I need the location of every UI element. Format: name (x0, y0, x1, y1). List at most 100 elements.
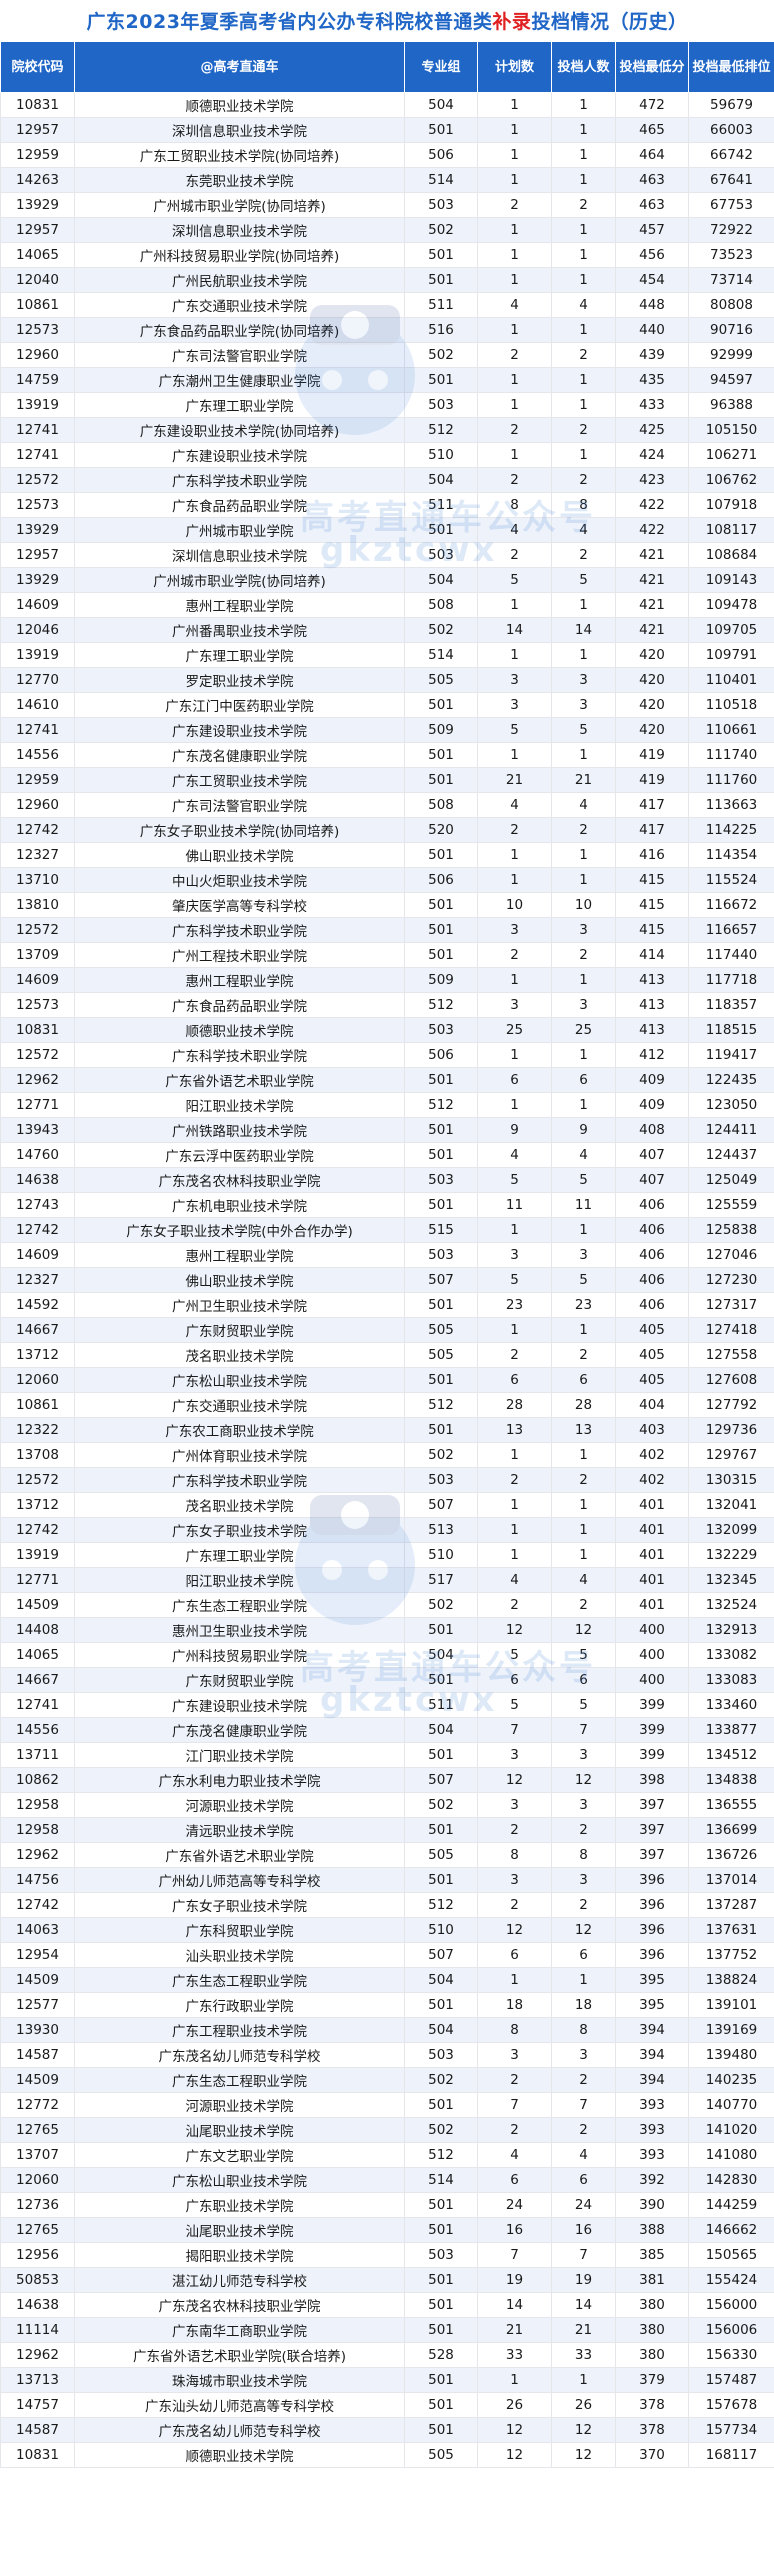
cell-name: 广东茂名健康职业学院 (74, 1717, 405, 1743)
cell-name: 广州工程技术职业学院 (74, 942, 405, 968)
cell-min-rank: 127317 (688, 1292, 774, 1318)
cell-plan: 1 (477, 967, 552, 993)
cell-group: 501 (404, 367, 478, 393)
cell-min-score: 408 (615, 1117, 689, 1143)
cell-min-score: 407 (615, 1167, 689, 1193)
cell-name: 广东水利电力职业技术学院 (74, 1767, 405, 1793)
cell-min-score: 379 (615, 2367, 689, 2393)
cell-code: 12765 (0, 2217, 75, 2243)
cell-min-score: 439 (615, 342, 689, 368)
cell-plan: 1 (477, 2367, 552, 2393)
cell-code: 12958 (0, 1817, 75, 1843)
cell-group: 502 (404, 217, 478, 243)
cell-code: 14667 (0, 1667, 75, 1693)
cell-group: 501 (404, 942, 478, 968)
cell-min-rank: 146662 (688, 2217, 774, 2243)
cell-name: 广州科技贸易职业学院(协同培养) (74, 242, 405, 268)
cell-group: 510 (404, 1542, 478, 1568)
cell-code: 12954 (0, 1942, 75, 1968)
cell-name: 顺德职业技术学院 (74, 92, 405, 118)
cell-min-rank: 117440 (688, 942, 774, 968)
header-code: 院校代码 (0, 41, 75, 93)
cell-code: 13713 (0, 2367, 75, 2393)
cell-group: 512 (404, 1092, 478, 1118)
cell-group: 502 (404, 1592, 478, 1618)
cell-admit: 5 (551, 567, 616, 593)
cell-plan: 1 (477, 392, 552, 418)
cell-name: 广东云浮中医药职业学院 (74, 1142, 405, 1168)
cell-group: 514 (404, 642, 478, 668)
cell-code: 14556 (0, 742, 75, 768)
cell-plan: 1 (477, 317, 552, 343)
cell-plan: 5 (477, 717, 552, 743)
cell-min-score: 421 (615, 567, 689, 593)
cell-min-rank: 156000 (688, 2292, 774, 2318)
table-row: 11114 广东南华工商职业学院 501 21 21 380 156006 (0, 2317, 774, 2343)
cell-name: 广东工贸职业技术学院(协同培养) (74, 142, 405, 168)
table-row: 12327 佛山职业技术学院 507 5 5 406 127230 (0, 1267, 774, 1293)
cell-min-rank: 110518 (688, 692, 774, 718)
cell-code: 14509 (0, 1592, 75, 1618)
cell-group: 505 (404, 1342, 478, 1368)
cell-code: 14587 (0, 2042, 75, 2068)
cell-name: 深圳信息职业技术学院 (74, 542, 405, 568)
cell-group: 517 (404, 1567, 478, 1593)
cell-code: 12742 (0, 1517, 75, 1543)
table-row: 12960 广东司法警官职业学院 508 4 4 417 113663 (0, 792, 774, 818)
cell-min-rank: 140235 (688, 2067, 774, 2093)
cell-code: 12572 (0, 467, 75, 493)
cell-admit: 1 (551, 1542, 616, 1568)
table-row: 12742 广东女子职业技术学院 513 1 1 401 132099 (0, 1517, 774, 1543)
cell-min-score: 400 (615, 1642, 689, 1668)
cell-admit: 8 (551, 492, 616, 518)
cell-min-score: 396 (615, 1892, 689, 1918)
cell-code: 12770 (0, 667, 75, 693)
cell-code: 13711 (0, 1742, 75, 1768)
cell-name: 河源职业技术学院 (74, 2092, 405, 2118)
table-row: 13712 茂名职业技术学院 507 1 1 401 132041 (0, 1492, 774, 1518)
cell-plan: 1 (477, 442, 552, 468)
cell-min-rank: 119417 (688, 1042, 774, 1068)
cell-min-rank: 133877 (688, 1717, 774, 1743)
table-row: 14638 广东茂名农林科技职业学院 501 14 14 380 156000 (0, 2292, 774, 2318)
cell-code: 14065 (0, 242, 75, 268)
cell-min-rank: 136699 (688, 1817, 774, 1843)
cell-plan: 5 (477, 567, 552, 593)
table-row: 12327 佛山职业技术学院 501 1 1 416 114354 (0, 842, 774, 868)
cell-min-score: 405 (615, 1342, 689, 1368)
cell-name: 广东茂名农林科技职业学院 (74, 1167, 405, 1193)
cell-name: 广东茂名健康职业学院 (74, 742, 405, 768)
cell-group: 505 (404, 667, 478, 693)
cell-admit: 1 (551, 642, 616, 668)
table-row: 12959 广东工贸职业技术学院(协同培养) 506 1 1 464 66742 (0, 142, 774, 168)
table-row: 14408 惠州卫生职业技术学院 501 12 12 400 132913 (0, 1617, 774, 1643)
cell-group: 502 (404, 342, 478, 368)
title-highlight: 补录 (492, 11, 532, 33)
cell-min-rank: 94597 (688, 367, 774, 393)
table-row: 13709 广州工程技术职业学院 501 2 2 414 117440 (0, 942, 774, 968)
cell-min-rank: 132099 (688, 1517, 774, 1543)
cell-plan: 2 (477, 417, 552, 443)
cell-plan: 18 (477, 1992, 552, 2018)
cell-plan: 1 (477, 367, 552, 393)
cell-min-score: 395 (615, 1992, 689, 2018)
cell-code: 13707 (0, 2142, 75, 2168)
cell-min-rank: 139101 (688, 1992, 774, 2018)
cell-admit: 1 (551, 2367, 616, 2393)
table-row: 14592 广州卫生职业技术学院 501 23 23 406 127317 (0, 1292, 774, 1318)
cell-min-rank: 132041 (688, 1492, 774, 1518)
table-row: 12962 广东省外语艺术职业学院 505 8 8 397 136726 (0, 1842, 774, 1868)
cell-min-rank: 137631 (688, 1917, 774, 1943)
cell-min-score: 424 (615, 442, 689, 468)
cell-plan: 2 (477, 1342, 552, 1368)
cell-min-score: 419 (615, 767, 689, 793)
cell-plan: 16 (477, 2217, 552, 2243)
cell-plan: 4 (477, 1142, 552, 1168)
cell-code: 14667 (0, 1317, 75, 1343)
cell-plan: 1 (477, 142, 552, 168)
cell-code: 14760 (0, 1142, 75, 1168)
cell-group: 502 (404, 2117, 478, 2143)
cell-min-rank: 123050 (688, 1092, 774, 1118)
cell-name: 清远职业技术学院 (74, 1817, 405, 1843)
cell-admit: 2 (551, 467, 616, 493)
